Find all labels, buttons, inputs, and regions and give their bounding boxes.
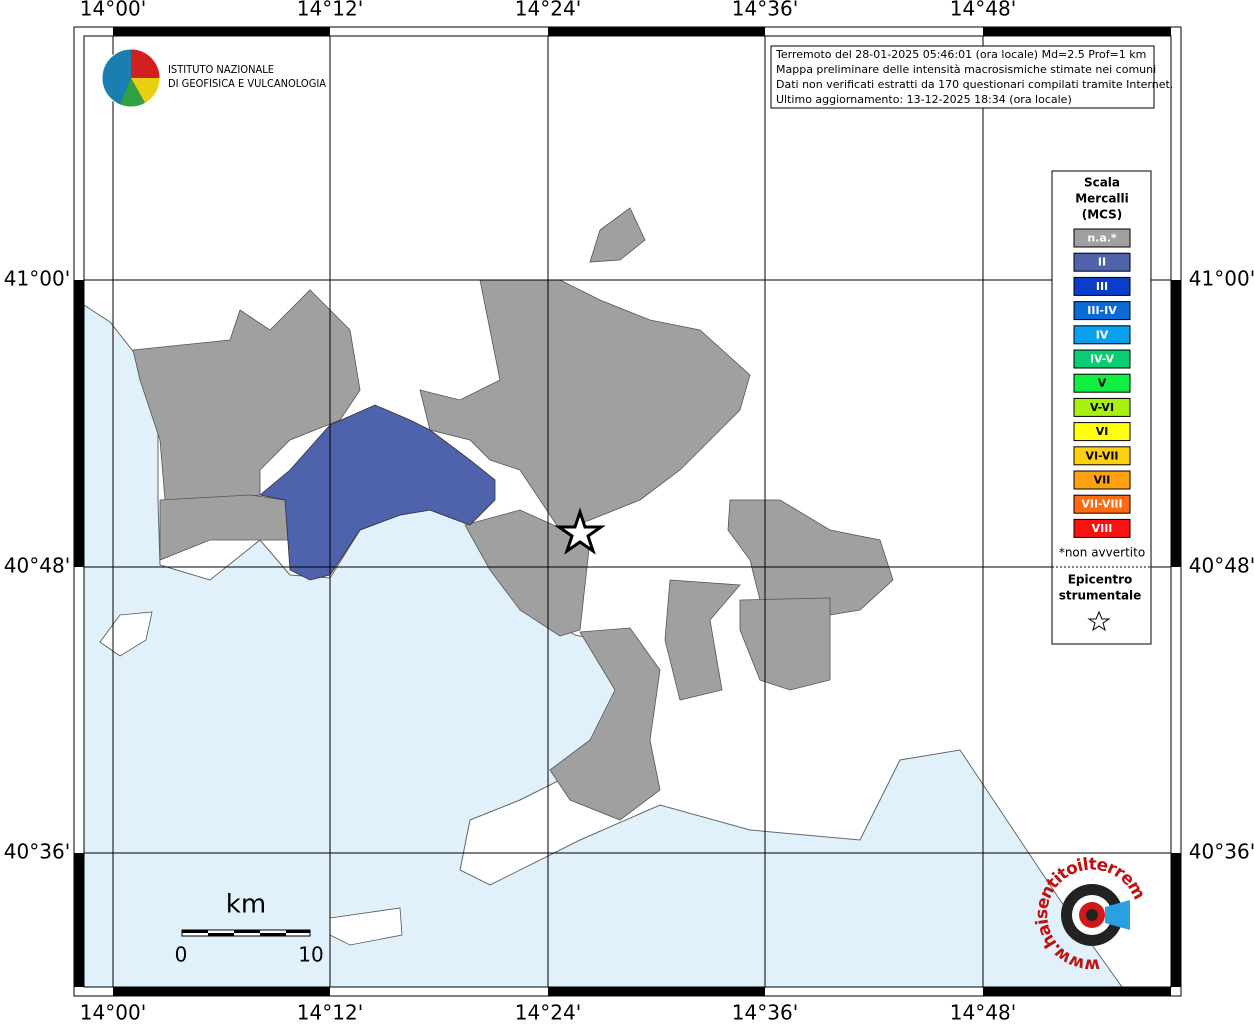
- legend-epicenter: Epicentro: [1068, 573, 1133, 587]
- legend-swatch: [1073, 397, 1131, 417]
- legend-label: n.a.*: [1087, 232, 1117, 245]
- legend-label: V: [1098, 377, 1107, 390]
- info-box: [770, 45, 1155, 109]
- frame: [73, 26, 1182, 997]
- x-axis-label: 14°24': [515, 0, 581, 21]
- legend-label: IV-V: [1090, 353, 1115, 366]
- legend-label: V-VI: [1090, 401, 1114, 414]
- epicenter-star: [554, 507, 606, 555]
- x-axis-label: 14°12': [297, 1001, 363, 1025]
- legend: ScalaMercalli(MCS)n.a.*IIIIIIII-IVIVIV-V…: [1051, 170, 1152, 645]
- legend-swatch: [1073, 446, 1131, 466]
- legend-swatch: [1073, 422, 1131, 442]
- scale-bar: km 0 10: [175, 890, 324, 967]
- y-axis-label: 40°36': [1189, 840, 1254, 864]
- legend-label: VII-VIII: [1081, 498, 1122, 511]
- legend-note: *non avvertito: [1059, 546, 1145, 560]
- legend-label: IV: [1096, 328, 1109, 341]
- legend-label: III-IV: [1087, 304, 1117, 317]
- legend-swatch: [1073, 276, 1131, 296]
- legend-swatch: [1073, 518, 1131, 538]
- legend-epicenter: strumentale: [1059, 589, 1142, 603]
- legend-title: (MCS): [1082, 208, 1123, 222]
- x-axis-label: 14°12': [297, 0, 363, 21]
- legend-swatch: [1073, 494, 1131, 514]
- info-line: Mappa preliminare delle intensità macros…: [776, 63, 1156, 76]
- legend-swatch: [1073, 470, 1131, 490]
- y-axis-label: 40°36': [4, 840, 70, 864]
- y-axis-label: 41°00': [4, 267, 70, 291]
- legend-swatch: [1073, 301, 1131, 321]
- municipalities: [132, 207, 894, 821]
- scale-label: 0: [175, 943, 188, 967]
- legend-title: Scala: [1084, 176, 1120, 190]
- legend-label: VI-VII: [1085, 449, 1118, 462]
- legend-label: VIII: [1092, 522, 1113, 535]
- x-axis-label: 14°00': [80, 0, 146, 21]
- legend-swatch: [1073, 252, 1131, 272]
- x-axis-label: 14°00': [80, 1001, 146, 1025]
- y-axis-label: 40°48': [4, 554, 70, 578]
- x-axis-label: 14°24': [515, 1001, 581, 1025]
- x-axis-label: 14°48': [950, 1001, 1016, 1025]
- legend-label: II: [1098, 256, 1106, 269]
- logo-text: ISTITUTO NAZIONALE: [168, 63, 274, 76]
- x-axis-label: 14°48': [950, 0, 1016, 21]
- x-axis-label: 14°36': [732, 0, 798, 21]
- legend-swatch: [1073, 325, 1131, 345]
- logo: ISTITUTO NAZIONALE DI GEOFISICA E VULCAN…: [101, 48, 326, 108]
- y-axis-label: 40°48': [1189, 554, 1254, 578]
- info-line: Terremoto del 28-01-2025 05:46:01 (ora l…: [775, 48, 1146, 61]
- scale-unit: km: [226, 890, 266, 920]
- intensity-ii-area: [259, 404, 496, 581]
- legend-swatch: [1073, 228, 1131, 248]
- info-line: Dati non verificati estratti da 170 ques…: [776, 78, 1173, 91]
- scale-label: 10: [298, 943, 323, 967]
- y-axis-label: 41°00': [1189, 267, 1254, 291]
- legend-swatch: [1073, 349, 1131, 369]
- legend-label: VII: [1094, 474, 1111, 487]
- x-axis-label: 14°36': [732, 1001, 798, 1025]
- legend-label: VI: [1096, 425, 1109, 438]
- graticule: [84, 36, 1171, 987]
- logo-text: DI GEOFISICA E VULCANOLOGIA: [168, 77, 326, 90]
- legend-title: Mercalli: [1075, 192, 1129, 206]
- info-line: Ultimo aggiornamento: 13-12-2025 18:34 (…: [776, 93, 1072, 106]
- legend-swatch: [1073, 373, 1131, 393]
- legend-label: III: [1096, 280, 1108, 293]
